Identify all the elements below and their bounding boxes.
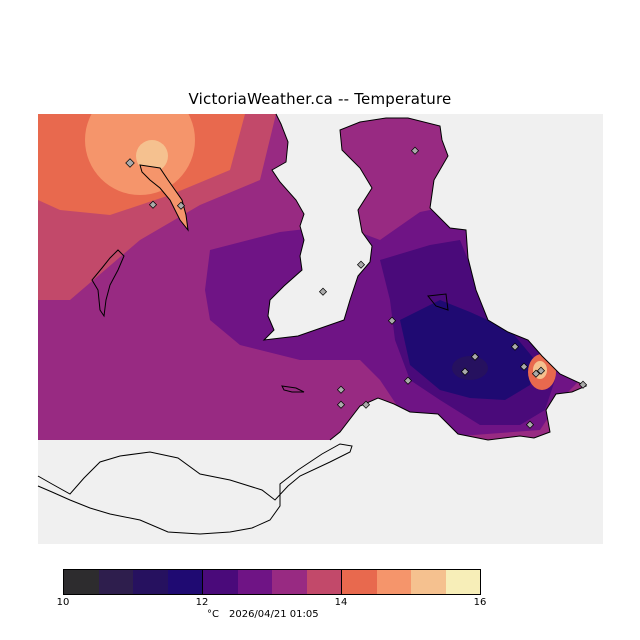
coastline-island-west xyxy=(91,249,125,318)
station-marker[interactable] xyxy=(403,376,413,385)
color-scale-tick-10: 10 xyxy=(56,597,70,608)
color-scale-swatch xyxy=(203,570,238,594)
color-scale-tick-16: 16 xyxy=(473,597,487,608)
station-marker[interactable] xyxy=(356,260,366,269)
color-scale-swatch xyxy=(445,570,480,594)
coastline-main xyxy=(262,113,588,441)
temperature-band-11-0 xyxy=(452,356,488,380)
color-scale-tick-14: 14 xyxy=(334,597,348,608)
station-marker[interactable] xyxy=(510,342,520,351)
station-marker[interactable] xyxy=(460,367,470,376)
station-marker[interactable] xyxy=(176,201,186,210)
station-marker[interactable] xyxy=(336,400,346,409)
station-marker[interactable] xyxy=(578,380,588,389)
timestamp: 2026/04/21 01:05 xyxy=(228,609,319,620)
weather-stations xyxy=(125,146,588,429)
station-marker[interactable] xyxy=(531,369,541,378)
station-marker[interactable] xyxy=(125,158,135,168)
station-marker[interactable] xyxy=(525,420,535,429)
station-marker[interactable] xyxy=(470,352,480,361)
color-scale-swatch xyxy=(342,570,377,594)
coastline-peninsula xyxy=(139,164,189,232)
coastline-islet xyxy=(281,385,305,393)
color-scale-tick-12: 12 xyxy=(195,597,209,608)
color-scale-swatch xyxy=(306,570,342,594)
temperature-band-14-5 xyxy=(85,114,195,195)
color-scale-swatch xyxy=(237,570,272,594)
color-scale-swatch xyxy=(167,570,203,594)
temperature-band-15-0 xyxy=(136,140,168,172)
temperature-band-11-5 xyxy=(400,300,535,400)
station-marker[interactable] xyxy=(361,400,371,409)
color-scale-swatch xyxy=(133,570,168,594)
color-scale-swatch xyxy=(376,570,411,594)
color-scale-swatch xyxy=(64,570,99,594)
station-marker[interactable] xyxy=(410,146,420,155)
station-marker[interactable] xyxy=(536,366,546,375)
color-scale-swatch xyxy=(272,570,307,594)
station-marker[interactable] xyxy=(148,200,158,209)
map-title: VictoriaWeather.ca -- Temperature xyxy=(188,90,452,108)
coastline-mainland-south xyxy=(37,443,353,535)
legend-caption: °C 2026/04/21 01:05 xyxy=(207,609,329,620)
station-marker[interactable] xyxy=(318,287,328,296)
coastline-islet-east xyxy=(427,293,449,311)
station-marker[interactable] xyxy=(336,385,346,394)
color-scale-bar xyxy=(63,569,481,595)
station-marker[interactable] xyxy=(387,316,397,325)
coastlines xyxy=(37,113,588,535)
color-scale-swatch xyxy=(98,570,133,594)
station-marker[interactable] xyxy=(519,362,529,371)
color-scale-swatch xyxy=(411,570,446,594)
unit-label: °C xyxy=(207,609,219,620)
